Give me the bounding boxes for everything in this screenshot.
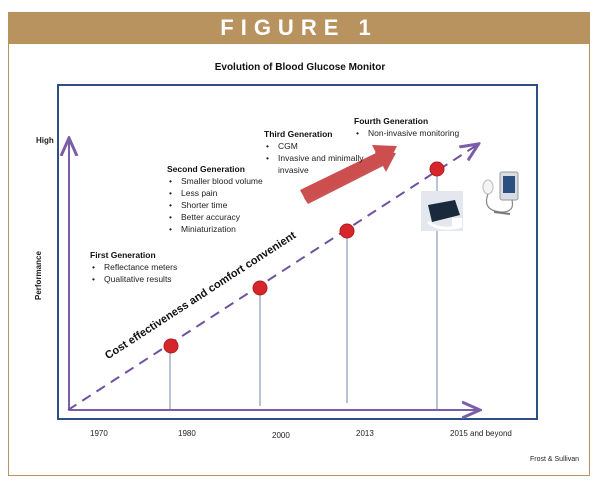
x-tick-1970: 1970 — [90, 429, 108, 438]
second-generation-block: Second Generation Smaller blood volume L… — [167, 163, 263, 235]
marker-2013 — [339, 223, 355, 239]
y-high-label: High — [36, 136, 54, 145]
plot-area — [57, 84, 538, 420]
x-tick-2013: 2013 — [356, 429, 374, 438]
marker-2015 — [429, 161, 445, 177]
cgm-tablet-device-icon — [421, 191, 463, 231]
fourth-generation-block: Fourth Generation Non-invasive monitorin… — [354, 115, 459, 139]
x-tick-1980: 1980 — [178, 429, 196, 438]
x-tick-2000: 2000 — [272, 431, 290, 440]
marker-1980 — [163, 338, 179, 354]
source-credit: Frost & Sullivan — [530, 456, 580, 463]
x-tick-2015-beyond: 2015 and beyond — [450, 429, 512, 438]
figure-frame — [8, 12, 590, 476]
chart-title: Evolution of Blood Glucose Monitor — [214, 62, 386, 73]
trend-line — [67, 145, 477, 411]
y-axis-label: Performance — [34, 251, 43, 300]
third-generation-block: Third Generation CGM Invasive and minima… — [264, 128, 374, 176]
figure-banner: FIGURE 1 — [8, 12, 590, 44]
marker-2000 — [252, 280, 268, 296]
first-generation-block: First Generation Reflectance meters Qual… — [90, 249, 177, 285]
handheld-monitor-icon — [482, 171, 519, 215]
